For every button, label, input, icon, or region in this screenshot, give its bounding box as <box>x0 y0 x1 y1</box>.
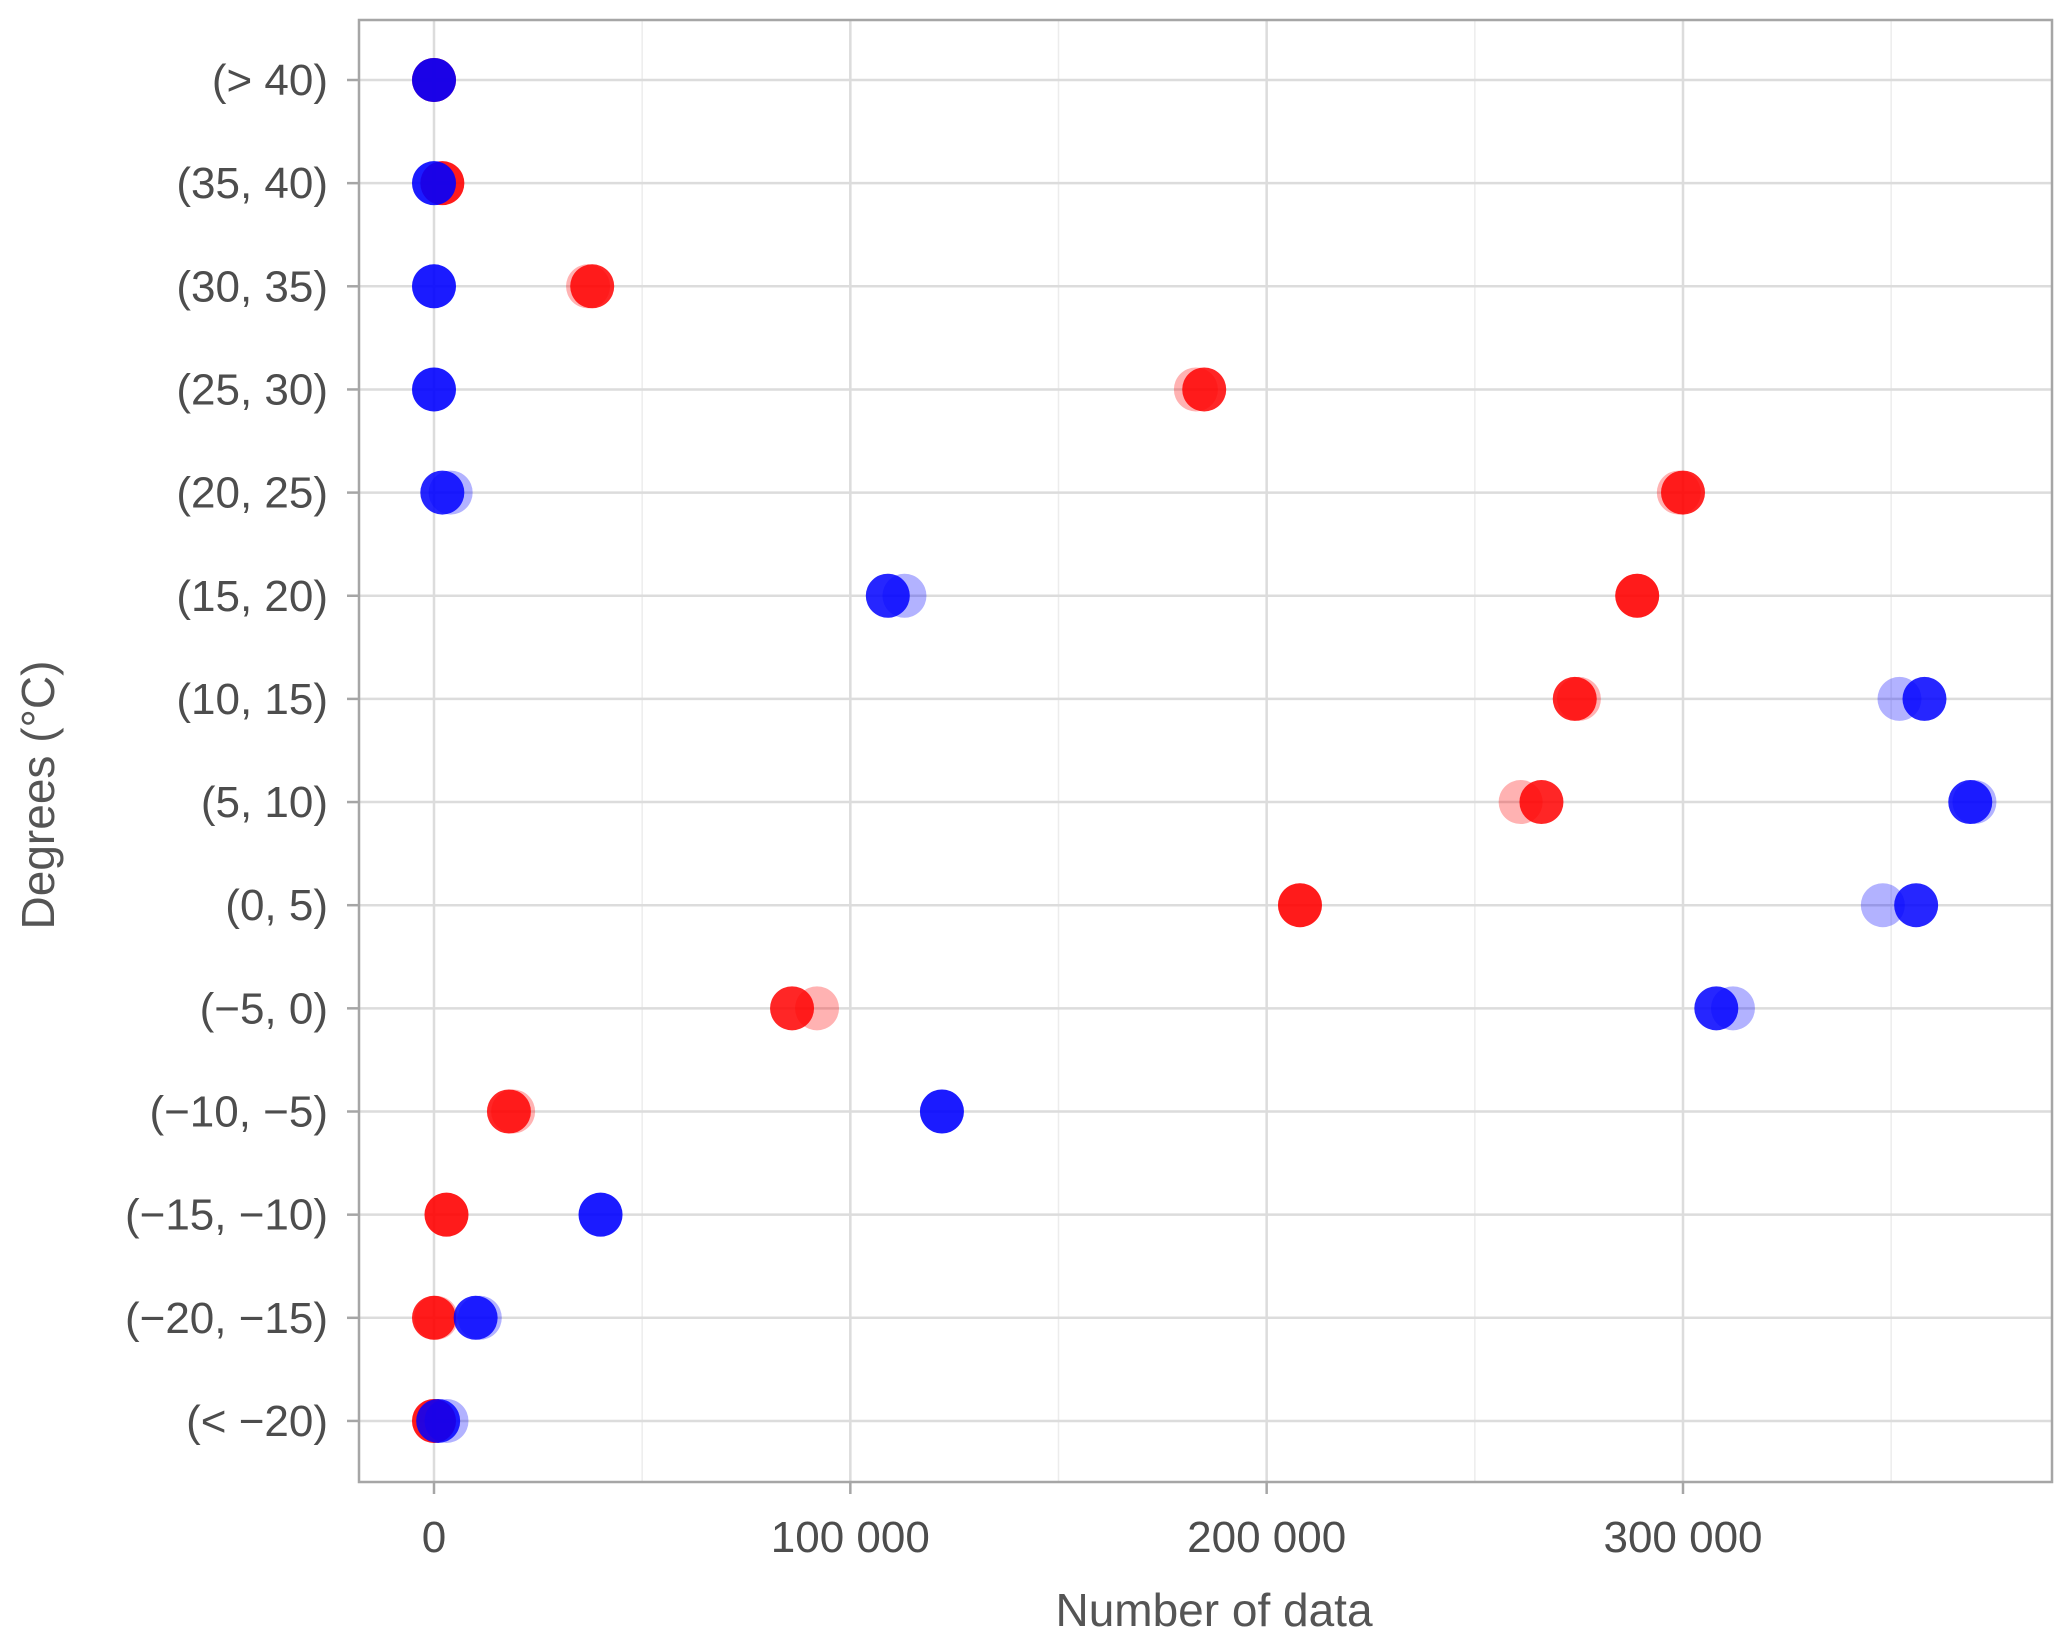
scatter-point <box>453 1295 498 1340</box>
scatter-point <box>1182 367 1227 412</box>
major-gridlines <box>359 20 2052 1482</box>
scatter-point <box>919 1089 964 1134</box>
y-tick-label: (20, 25) <box>176 469 328 518</box>
y-tick-label: (−10, −5) <box>149 1088 328 1137</box>
y-tick-label: (15, 20) <box>176 572 328 621</box>
scatter-point <box>1694 986 1739 1031</box>
scatter-point <box>420 470 465 515</box>
y-tick-label: (−20, −15) <box>125 1294 328 1343</box>
y-tick-label: (35, 40) <box>176 159 328 208</box>
scatter-point <box>770 986 815 1031</box>
scatter-point <box>1902 676 1947 721</box>
y-tick-label: (> 40) <box>212 56 328 105</box>
scatter-point <box>1948 780 1993 825</box>
scatter-point <box>1615 573 1660 618</box>
scatter-point <box>424 1192 469 1237</box>
scatter-point <box>1894 883 1939 928</box>
x-axis-title: Number of data <box>1055 1584 1372 1636</box>
x-axis-ticks: 0 100 000 200 000 300 000 <box>422 1482 1763 1562</box>
data-points <box>412 58 1997 1443</box>
x-tick-label: 0 <box>422 1513 446 1562</box>
x-tick-label: 200 000 <box>1187 1513 1346 1562</box>
scatter-point <box>1661 470 1705 515</box>
x-tick-label: 300 000 <box>1603 1513 1762 1562</box>
scatter-point <box>1552 676 1597 721</box>
y-tick-label: (10, 15) <box>176 675 328 724</box>
scatter-point <box>412 1295 456 1340</box>
scatter-point <box>1519 780 1564 825</box>
y-tick-label: (0, 5) <box>225 881 328 930</box>
y-tick-label: (−15, −10) <box>125 1191 328 1240</box>
scatter-point <box>1277 883 1322 928</box>
minor-gridlines <box>641 20 1892 1482</box>
y-tick-label: (30, 35) <box>176 262 328 311</box>
scatter-point <box>412 58 456 102</box>
y-tick-label: (5, 10) <box>201 778 328 827</box>
y-axis-title: Degrees (°C) <box>12 661 64 930</box>
scatter-point <box>1860 883 1905 928</box>
scatter-point <box>486 1089 531 1134</box>
scatter-point <box>865 573 910 618</box>
y-tick-label: (25, 30) <box>176 365 328 414</box>
scatter-point <box>412 367 456 412</box>
scatter-point <box>412 264 456 309</box>
y-tick-label: (< −20) <box>186 1397 328 1446</box>
scatter-point <box>412 161 456 206</box>
plot-panel-border <box>357 18 2054 1484</box>
y-tick-label: (−5, 0) <box>200 984 328 1033</box>
x-tick-label: 100 000 <box>771 1513 930 1562</box>
scatter-point <box>416 1398 461 1443</box>
scatter-point <box>570 264 615 309</box>
scatter-point <box>578 1192 623 1237</box>
y-axis-ticks: (> 40) (35, 40) (30, 35) (25, 30) (20, 25) (1… <box>125 56 359 1446</box>
